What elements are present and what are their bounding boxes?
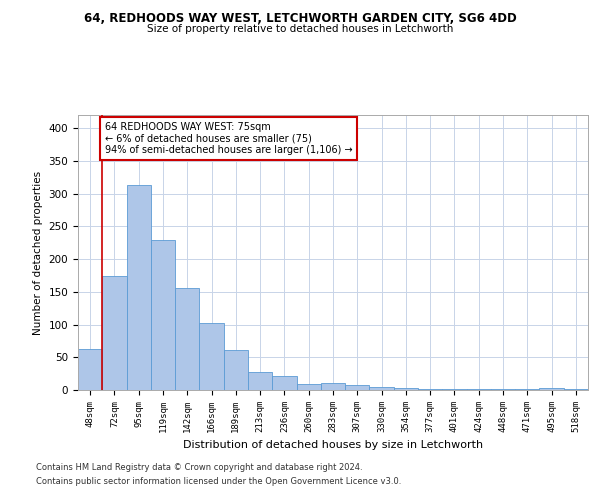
Bar [370,386,394,390]
Bar [102,276,127,390]
Bar [78,349,102,390]
Text: Contains public sector information licensed under the Open Government Licence v3: Contains public sector information licen… [36,478,401,486]
Bar [321,384,345,390]
Bar [539,388,564,390]
Bar [564,388,588,390]
Bar [175,288,199,390]
Text: 64 REDHOODS WAY WEST: 75sqm
← 6% of detached houses are smaller (75)
94% of semi: 64 REDHOODS WAY WEST: 75sqm ← 6% of deta… [105,122,352,154]
Bar [418,388,442,390]
Bar [151,240,175,390]
Bar [272,376,296,390]
Text: Size of property relative to detached houses in Letchworth: Size of property relative to detached ho… [147,24,453,34]
Bar [199,323,224,390]
Text: 64, REDHOODS WAY WEST, LETCHWORTH GARDEN CITY, SG6 4DD: 64, REDHOODS WAY WEST, LETCHWORTH GARDEN… [83,12,517,26]
Y-axis label: Number of detached properties: Number of detached properties [33,170,43,334]
Bar [127,185,151,390]
X-axis label: Distribution of detached houses by size in Letchworth: Distribution of detached houses by size … [183,440,483,450]
Bar [248,372,272,390]
Bar [394,388,418,390]
Bar [296,384,321,390]
Bar [224,350,248,390]
Text: Contains HM Land Registry data © Crown copyright and database right 2024.: Contains HM Land Registry data © Crown c… [36,462,362,471]
Bar [345,385,370,390]
